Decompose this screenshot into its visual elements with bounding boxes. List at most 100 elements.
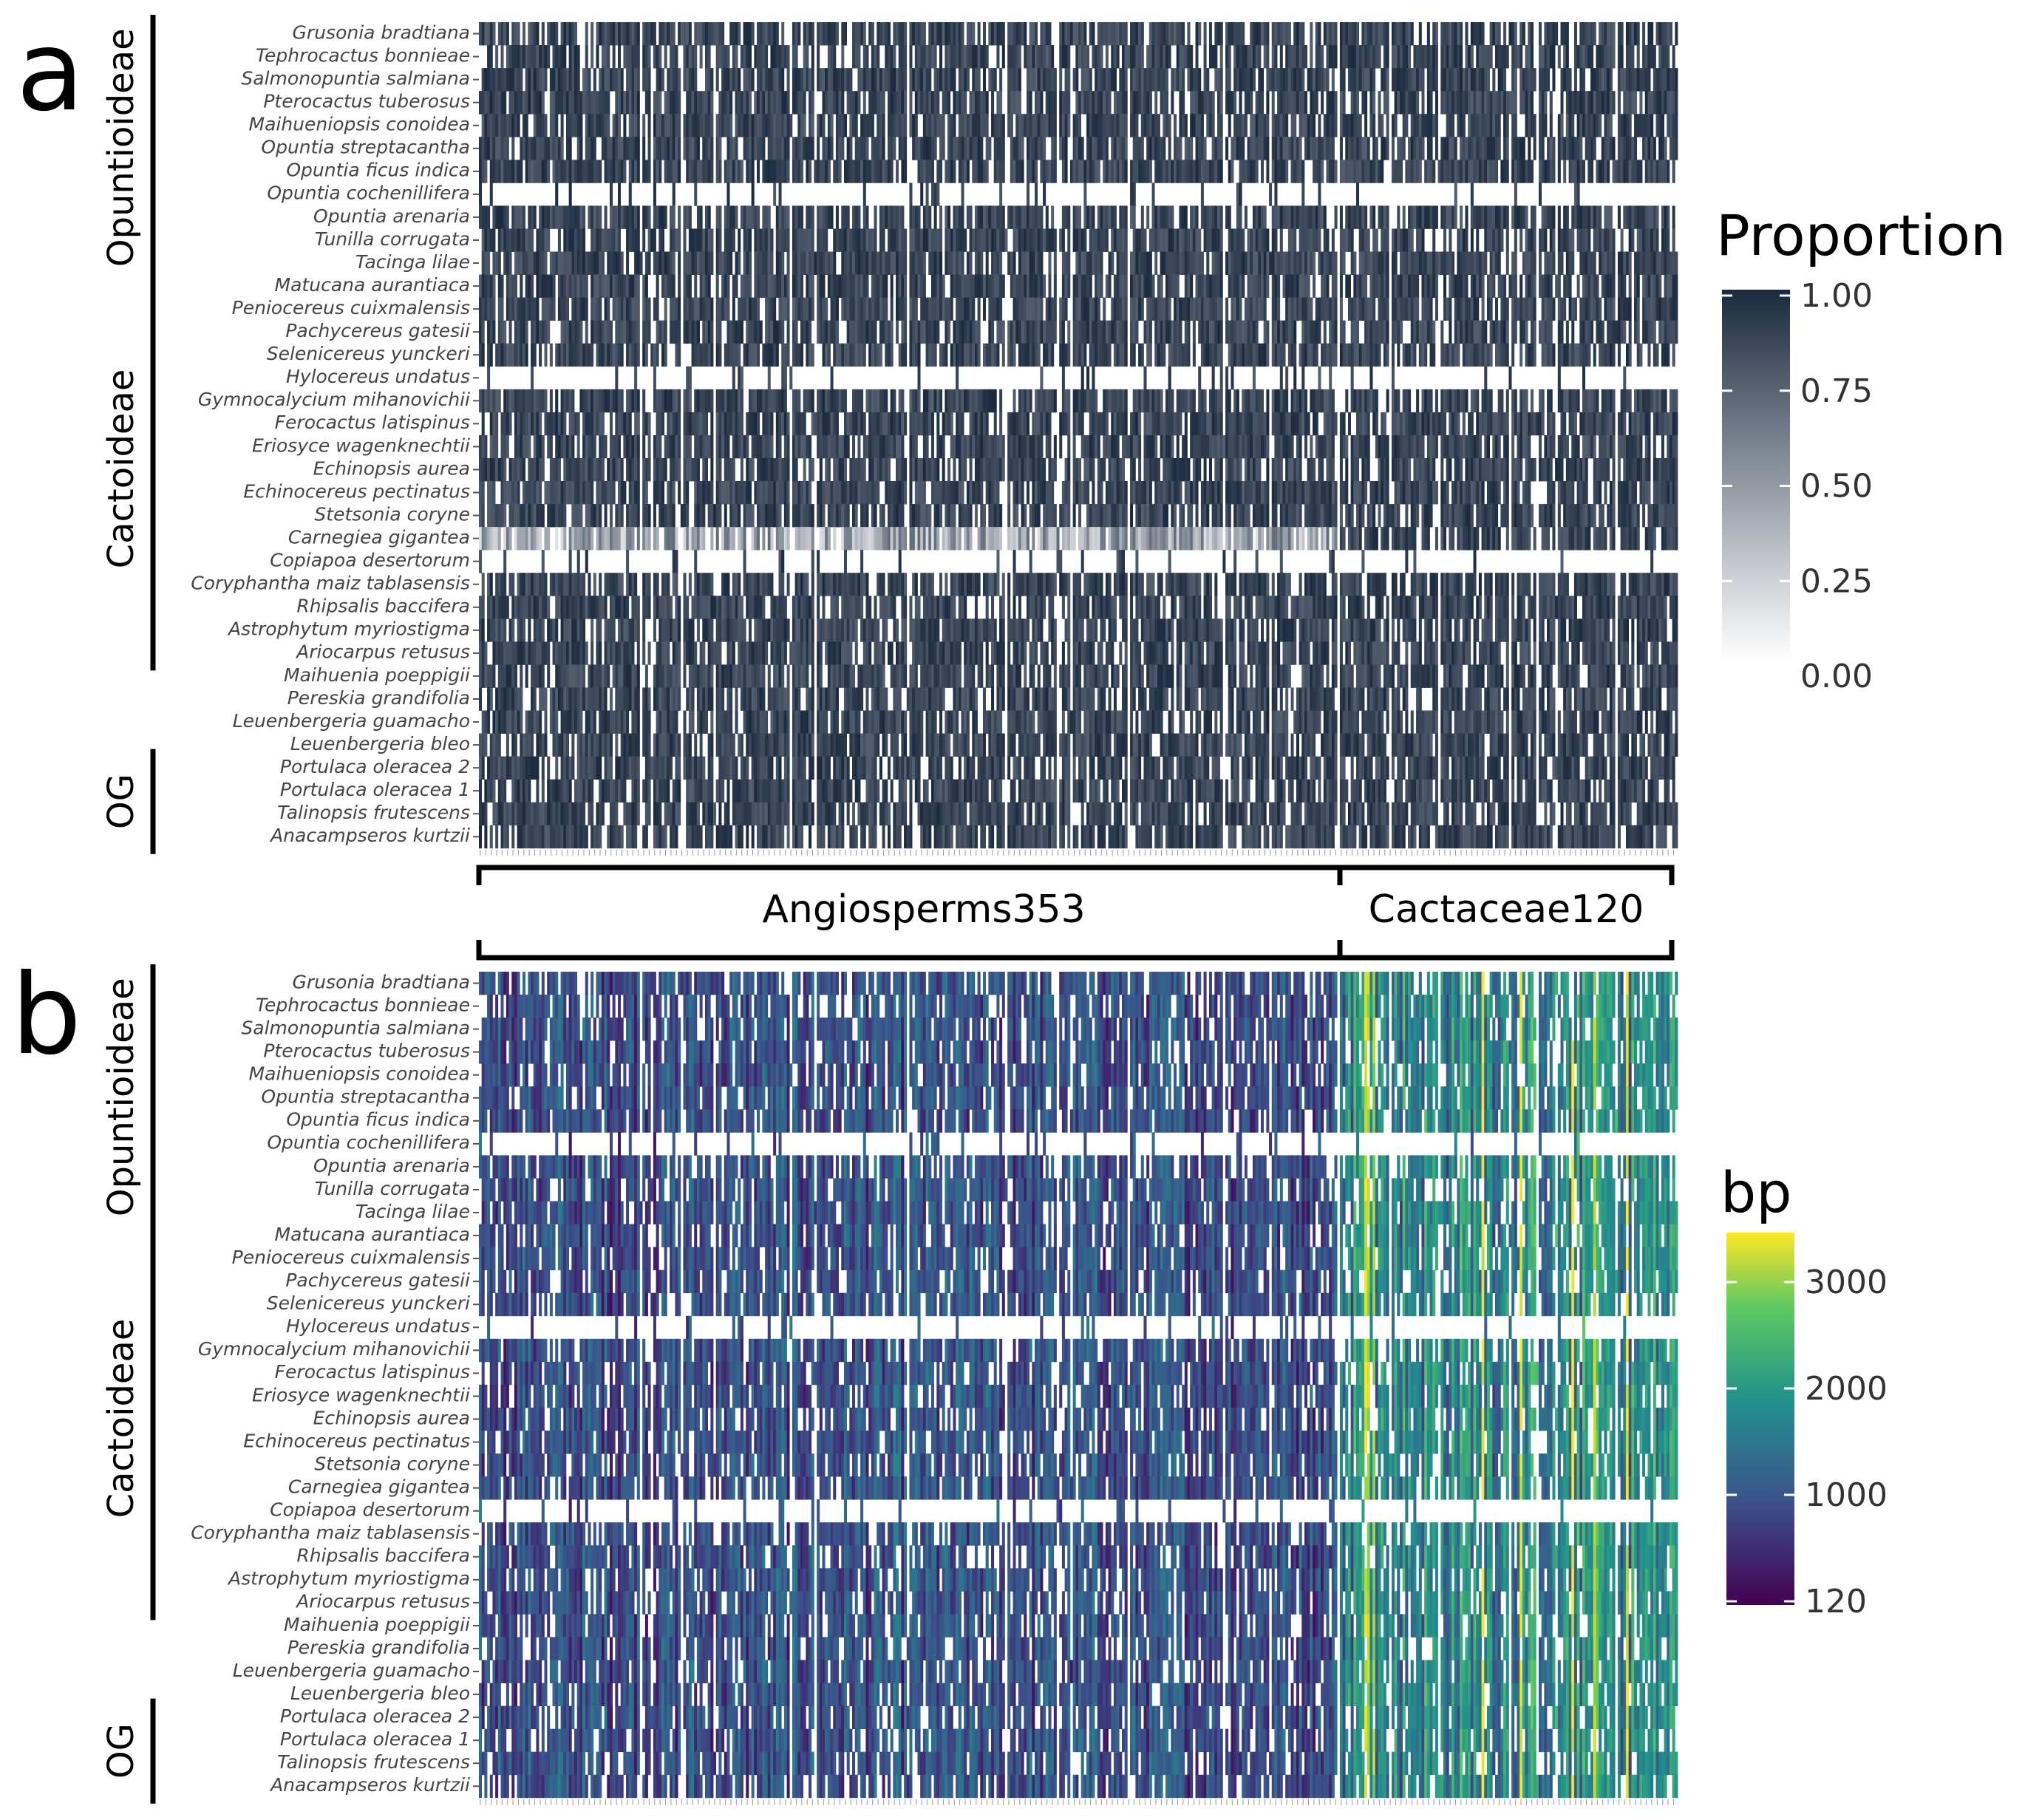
heatmap-cell xyxy=(1315,68,1318,92)
heatmap-cell xyxy=(1200,320,1204,344)
heatmap-cell xyxy=(555,183,559,206)
heatmap-cell xyxy=(1432,160,1436,183)
heatmap-cell xyxy=(1468,137,1471,160)
heatmap-cell xyxy=(822,343,826,367)
heatmap-cell xyxy=(862,22,866,46)
heatmap-cell xyxy=(762,68,766,92)
heatmap-cell xyxy=(1653,205,1656,229)
heatmap-cell xyxy=(1138,297,1142,321)
heatmap-cell xyxy=(972,160,976,183)
heatmap-cell xyxy=(1661,320,1664,344)
heatmap-cell xyxy=(704,251,709,275)
heatmap-cell xyxy=(568,114,572,137)
heatmap-cell xyxy=(993,68,997,92)
heatmap-cell xyxy=(1100,343,1103,367)
heatmap-cell xyxy=(775,251,779,275)
heatmap-cell xyxy=(925,137,929,160)
heatmap-cell xyxy=(1386,205,1389,229)
heatmap-cell xyxy=(696,228,700,252)
heatmap-cell xyxy=(783,45,787,69)
heatmap-cell xyxy=(1051,91,1055,115)
heatmap-row xyxy=(479,91,1678,115)
heatmap-cell xyxy=(854,251,858,275)
heatmap-cell xyxy=(1100,274,1103,298)
heatmap-cell xyxy=(623,137,627,160)
heatmap-cell xyxy=(612,137,616,160)
heatmap-cell xyxy=(1664,320,1667,344)
heatmap-cell xyxy=(1176,22,1180,46)
heatmap-cell xyxy=(1252,160,1256,183)
heatmap-cell xyxy=(912,114,916,137)
heatmap-cell xyxy=(1239,228,1242,252)
heatmap-cell xyxy=(794,205,798,229)
heatmap-cell xyxy=(620,297,624,321)
heatmap-cell xyxy=(982,343,987,367)
heatmap-cell xyxy=(531,91,534,115)
heatmap-cell xyxy=(506,274,509,298)
heatmap-cell xyxy=(1263,274,1267,298)
heatmap-cell xyxy=(1015,274,1019,298)
heatmap-cell xyxy=(1350,68,1357,92)
heatmap-cell xyxy=(1511,137,1515,160)
heatmap-cell xyxy=(1500,68,1504,92)
heatmap-cell xyxy=(1394,251,1398,275)
heatmap-cell xyxy=(1064,251,1068,275)
heatmap-cell xyxy=(729,320,733,344)
heatmap-cell xyxy=(547,22,551,46)
heatmap-cell xyxy=(593,228,596,252)
heatmap-cell xyxy=(536,68,540,92)
heatmap-cell xyxy=(1231,297,1234,321)
heatmap-cell xyxy=(1473,137,1477,160)
heatmap-cell xyxy=(778,160,782,183)
heatmap-cell xyxy=(822,160,826,183)
heatmap-cell xyxy=(1208,320,1212,344)
heatmap-cell xyxy=(961,114,964,137)
heatmap-cell xyxy=(1446,114,1449,137)
heatmap-cell xyxy=(503,91,507,115)
heatmap-cell xyxy=(1252,297,1256,321)
heatmap-cell xyxy=(721,114,725,137)
heatmap-cell xyxy=(993,228,997,252)
heatmap-cell xyxy=(1040,91,1044,115)
heatmap-cell xyxy=(1539,274,1542,298)
heatmap-cell xyxy=(1601,45,1604,69)
heatmap-cell xyxy=(912,22,916,46)
heatmap-cell xyxy=(1505,297,1509,321)
heatmap-cell xyxy=(901,320,905,344)
heatmap-cell xyxy=(522,22,526,46)
heatmap-cell xyxy=(1489,114,1493,137)
heatmap-cell xyxy=(1539,137,1542,160)
heatmap-cell xyxy=(980,114,984,137)
heatmap-cell xyxy=(868,343,872,367)
heatmap-cell xyxy=(506,137,509,160)
heatmap-cell xyxy=(1331,68,1335,92)
heatmap-cell xyxy=(877,45,880,69)
heatmap-cell xyxy=(1462,251,1466,275)
heatmap-cell xyxy=(1661,114,1664,137)
heatmap-cell xyxy=(1541,114,1545,137)
heatmap-cell xyxy=(1375,251,1378,275)
heatmap-cell xyxy=(993,205,997,229)
heatmap-cell xyxy=(982,45,987,69)
heatmap-cell xyxy=(1331,91,1335,115)
species-label: Pterocactus tuberosus xyxy=(263,91,470,112)
heatmap-cell xyxy=(956,274,959,298)
heatmap-cell xyxy=(506,45,509,69)
heatmap-cell xyxy=(1211,343,1215,367)
heatmap-cell xyxy=(898,137,902,160)
heatmap-cell xyxy=(1239,137,1242,160)
heatmap-cell xyxy=(1601,160,1604,183)
heatmap-cell xyxy=(696,320,700,344)
heatmap-cell xyxy=(1514,320,1517,344)
heatmap-cell xyxy=(833,45,837,69)
heatmap-cell xyxy=(1358,343,1362,367)
heatmap-cell xyxy=(1470,251,1474,275)
heatmap-cell xyxy=(964,228,967,252)
heatmap-cell xyxy=(898,68,902,92)
heatmap-cell xyxy=(827,160,831,183)
heatmap-cell xyxy=(1361,228,1365,252)
heatmap-cell xyxy=(1500,297,1504,321)
heatmap-cell xyxy=(1035,137,1038,160)
heatmap-cell xyxy=(1329,297,1333,321)
heatmap-cell xyxy=(574,91,578,115)
